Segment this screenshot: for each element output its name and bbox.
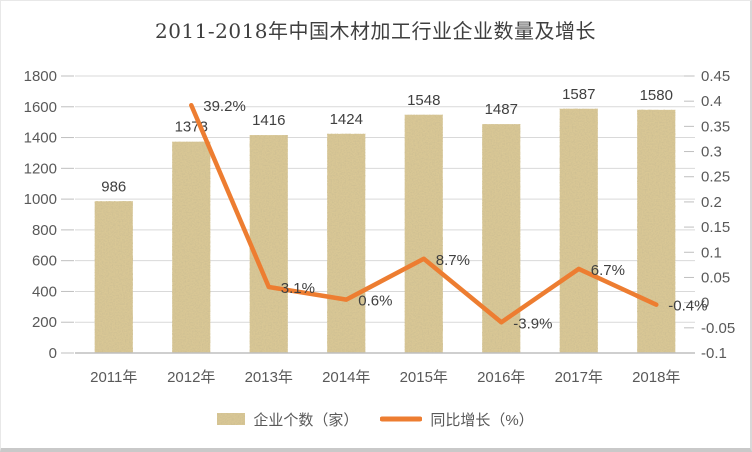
left-axis-tick-label: 600 (32, 253, 57, 270)
right-axis-tick-label: 0.25 (701, 169, 730, 186)
right-axis-tick-label: 0.2 (701, 194, 722, 211)
bar-value-label: 1548 (407, 92, 440, 109)
left-axis-tick-label: 1600 (24, 99, 57, 116)
bar-value-label: 1580 (640, 87, 673, 104)
right-axis-tick-label: 0.1 (701, 244, 722, 261)
line-point-label: 6.7% (591, 262, 625, 279)
bar-value-label: 1416 (252, 112, 285, 129)
x-axis-category-label: 2016年 (477, 369, 525, 386)
left-axis-tick-label: 1200 (24, 160, 57, 177)
left-axis-tick-label: 1400 (24, 130, 57, 147)
bar-texture (637, 109, 676, 353)
x-axis-category-label: 2018年 (632, 369, 680, 386)
bar-texture (249, 135, 288, 353)
right-axis-tick-label: 0 (701, 295, 709, 312)
bar-series-swatch-icon (217, 413, 246, 425)
line-point-label: -3.9% (513, 315, 552, 332)
left-axis-tick-label: 400 (32, 283, 57, 300)
bar-texture (404, 114, 443, 353)
legend-item-line-series: 同比增长（%） (380, 409, 534, 430)
left-axis-tick-label: 1000 (24, 191, 57, 208)
line-point-label: 39.2% (203, 98, 246, 115)
legend-item-bar-series: 企业个数（家） (217, 409, 358, 430)
bar-value-label: 1424 (330, 111, 363, 128)
line-point-label: 8.7% (436, 252, 470, 269)
x-axis-category-label: 2012年 (167, 369, 215, 386)
bar-texture (327, 133, 366, 353)
left-axis-tick-label: 800 (32, 222, 57, 239)
legend-label-bar-series: 企业个数（家） (253, 411, 359, 429)
right-axis-tick-label: 0.35 (701, 118, 730, 135)
x-axis-category-label: 2017年 (555, 369, 603, 386)
line-point-label: 3.1% (281, 280, 315, 297)
legend-label-line-series: 同比增长（%） (430, 411, 534, 429)
bar-value-label: 1587 (562, 86, 595, 103)
growth-line (189, 102, 659, 325)
left-axis-tick-label: 0 (49, 345, 57, 362)
left-axis-tick-label: 200 (32, 314, 57, 331)
line-series-swatch-icon (380, 416, 423, 422)
bar-value-label: 986 (101, 178, 126, 195)
right-axis-tick-label: 0.4 (701, 93, 722, 110)
left-axis-tick-label: 1800 (24, 68, 57, 85)
line-point-label: 0.6% (358, 293, 392, 310)
bar-value-label: 1487 (485, 101, 518, 118)
right-axis-tick-label: -0.1 (701, 345, 727, 362)
x-axis-category-label: 2014年 (322, 369, 370, 386)
x-axis-category-label: 2015年 (400, 369, 448, 386)
line-point-label: -0.4% (668, 298, 707, 315)
chart-title: 2011-2018年中国木材加工行业企业数量及增长 (154, 19, 597, 43)
x-axis-category-label: 2011年 (90, 369, 137, 386)
right-axis-tick-label: 0.15 (701, 219, 730, 236)
right-axis-tick-label: 0.45 (701, 68, 730, 85)
x-axis-category-label: 2013年 (245, 369, 293, 386)
bar-texture (94, 201, 133, 353)
right-axis-tick-label: -0.05 (701, 320, 735, 337)
chart-legend: 企业个数（家） 同比增长（%） (1, 406, 750, 432)
bar-texture (172, 141, 211, 353)
plot-area: 1800 1600 1400 1200 1000 800 600 400 200 0 0.45 0.4… (24, 68, 736, 386)
right-axis-tick-label: 0.3 (701, 144, 722, 161)
right-axis-tick-label: 0.05 (701, 269, 730, 286)
bar-texture (559, 108, 598, 353)
